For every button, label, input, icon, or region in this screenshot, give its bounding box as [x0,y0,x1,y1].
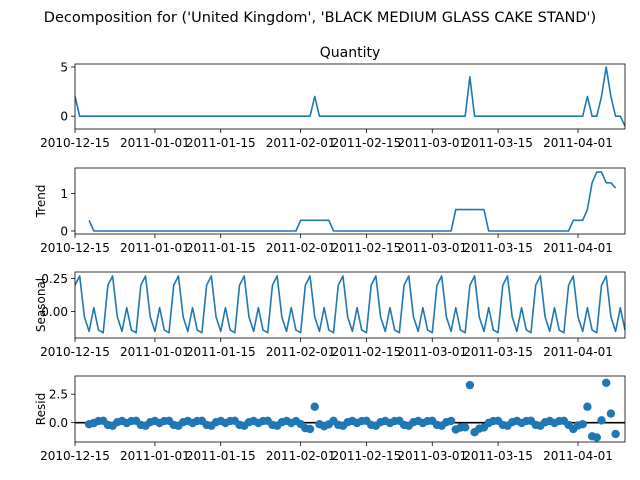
x-tick-label: 2011-04-01 [543,345,613,359]
axes-frame [74,375,626,443]
x-tick-label: 2010-12-15 [40,136,110,150]
resid-point [310,402,319,411]
x-tick-label: 2011-04-01 [543,241,613,255]
x-tick-label: 2011-03-01 [397,136,467,150]
x-tick-label: 2011-01-15 [186,241,256,255]
resid-point [465,380,475,390]
x-tick-label: 2011-03-15 [463,241,533,255]
y-tick-label: 5 [60,60,68,74]
y-tick-label: 0.00 [41,305,68,319]
resid-point [460,423,470,432]
panel-title: Quantity [320,45,381,61]
resid-point [597,416,606,425]
y-axis-label: Seasonal [34,278,48,332]
resid-point [578,420,587,429]
plot-area [75,378,625,442]
x-tick-label: 2011-02-15 [332,345,402,359]
x-tick-label: 2011-01-15 [186,345,256,359]
x-tick-label: 2011-03-15 [463,449,533,463]
x-tick-label: 2010-12-15 [40,241,110,255]
x-tick-label: 2011-01-15 [186,449,256,463]
series-line-seasonal [75,275,625,334]
figure-title: Decomposition for ('United Kingdom', 'BL… [44,10,596,26]
x-tick-label: 2011-02-15 [332,449,402,463]
x-tick-label: 2011-01-01 [120,345,190,359]
x-tick-label: 2011-02-01 [266,241,336,255]
y-tick-label: 0.25 [41,272,68,286]
x-tick-label: 2011-01-01 [120,136,190,150]
x-tick-label: 2011-03-01 [397,345,467,359]
x-tick-label: 2011-01-01 [120,449,190,463]
x-tick-label: 2011-02-15 [332,136,402,150]
x-tick-label: 2011-03-15 [463,345,533,359]
resid-point [305,424,315,434]
panel-observed: Quantity 0 5 2010-12-15 2011-01-012011-01-15… [40,45,626,150]
y-axis-label: Resid [34,393,48,425]
resid-point [583,402,592,411]
plot-area [75,66,625,127]
x-tick-label: 2011-02-15 [332,241,402,255]
panel-resid: Resid 0.0 2.5 2010-12-15 2011-01-012011-01-1… [34,375,626,463]
x-tick-label: 2011-02-01 [266,345,336,359]
x-tick-label: 2011-02-01 [266,136,336,150]
resid-point [606,409,616,418]
x-tick-label: 2010-12-15 [40,345,110,359]
resid-point [592,433,601,442]
plot-area [75,275,625,334]
axes-frame [74,63,626,130]
axes-frame [74,167,626,235]
x-tick-label: 2011-02-01 [266,449,336,463]
axes-frame [74,271,626,339]
y-tick-label: 2.5 [49,388,68,402]
series-line-trend [88,171,617,232]
x-tick-label: 2011-04-01 [543,136,613,150]
x-tick-label: 2011-03-01 [397,449,467,463]
y-tick-label: 0 [60,225,68,239]
resid-point [446,416,456,426]
plot-area [88,171,617,232]
x-tick-label: 2011-01-15 [186,136,256,150]
x-tick-label: 2010-12-15 [40,449,110,463]
y-tick-label: 0.0 [49,416,68,430]
resid-point [602,378,611,388]
y-axis-label: Trend [34,185,48,219]
x-tick-label: 2011-01-01 [120,241,190,255]
y-tick-label: 0 [60,110,68,124]
x-tick-label: 2011-03-15 [463,136,533,150]
series-line-observed [75,66,625,127]
x-tick-label: 2011-04-01 [543,449,613,463]
y-tick-label: 1 [60,187,68,201]
resid-point [611,429,620,439]
x-tick-label: 2011-03-01 [397,241,467,255]
